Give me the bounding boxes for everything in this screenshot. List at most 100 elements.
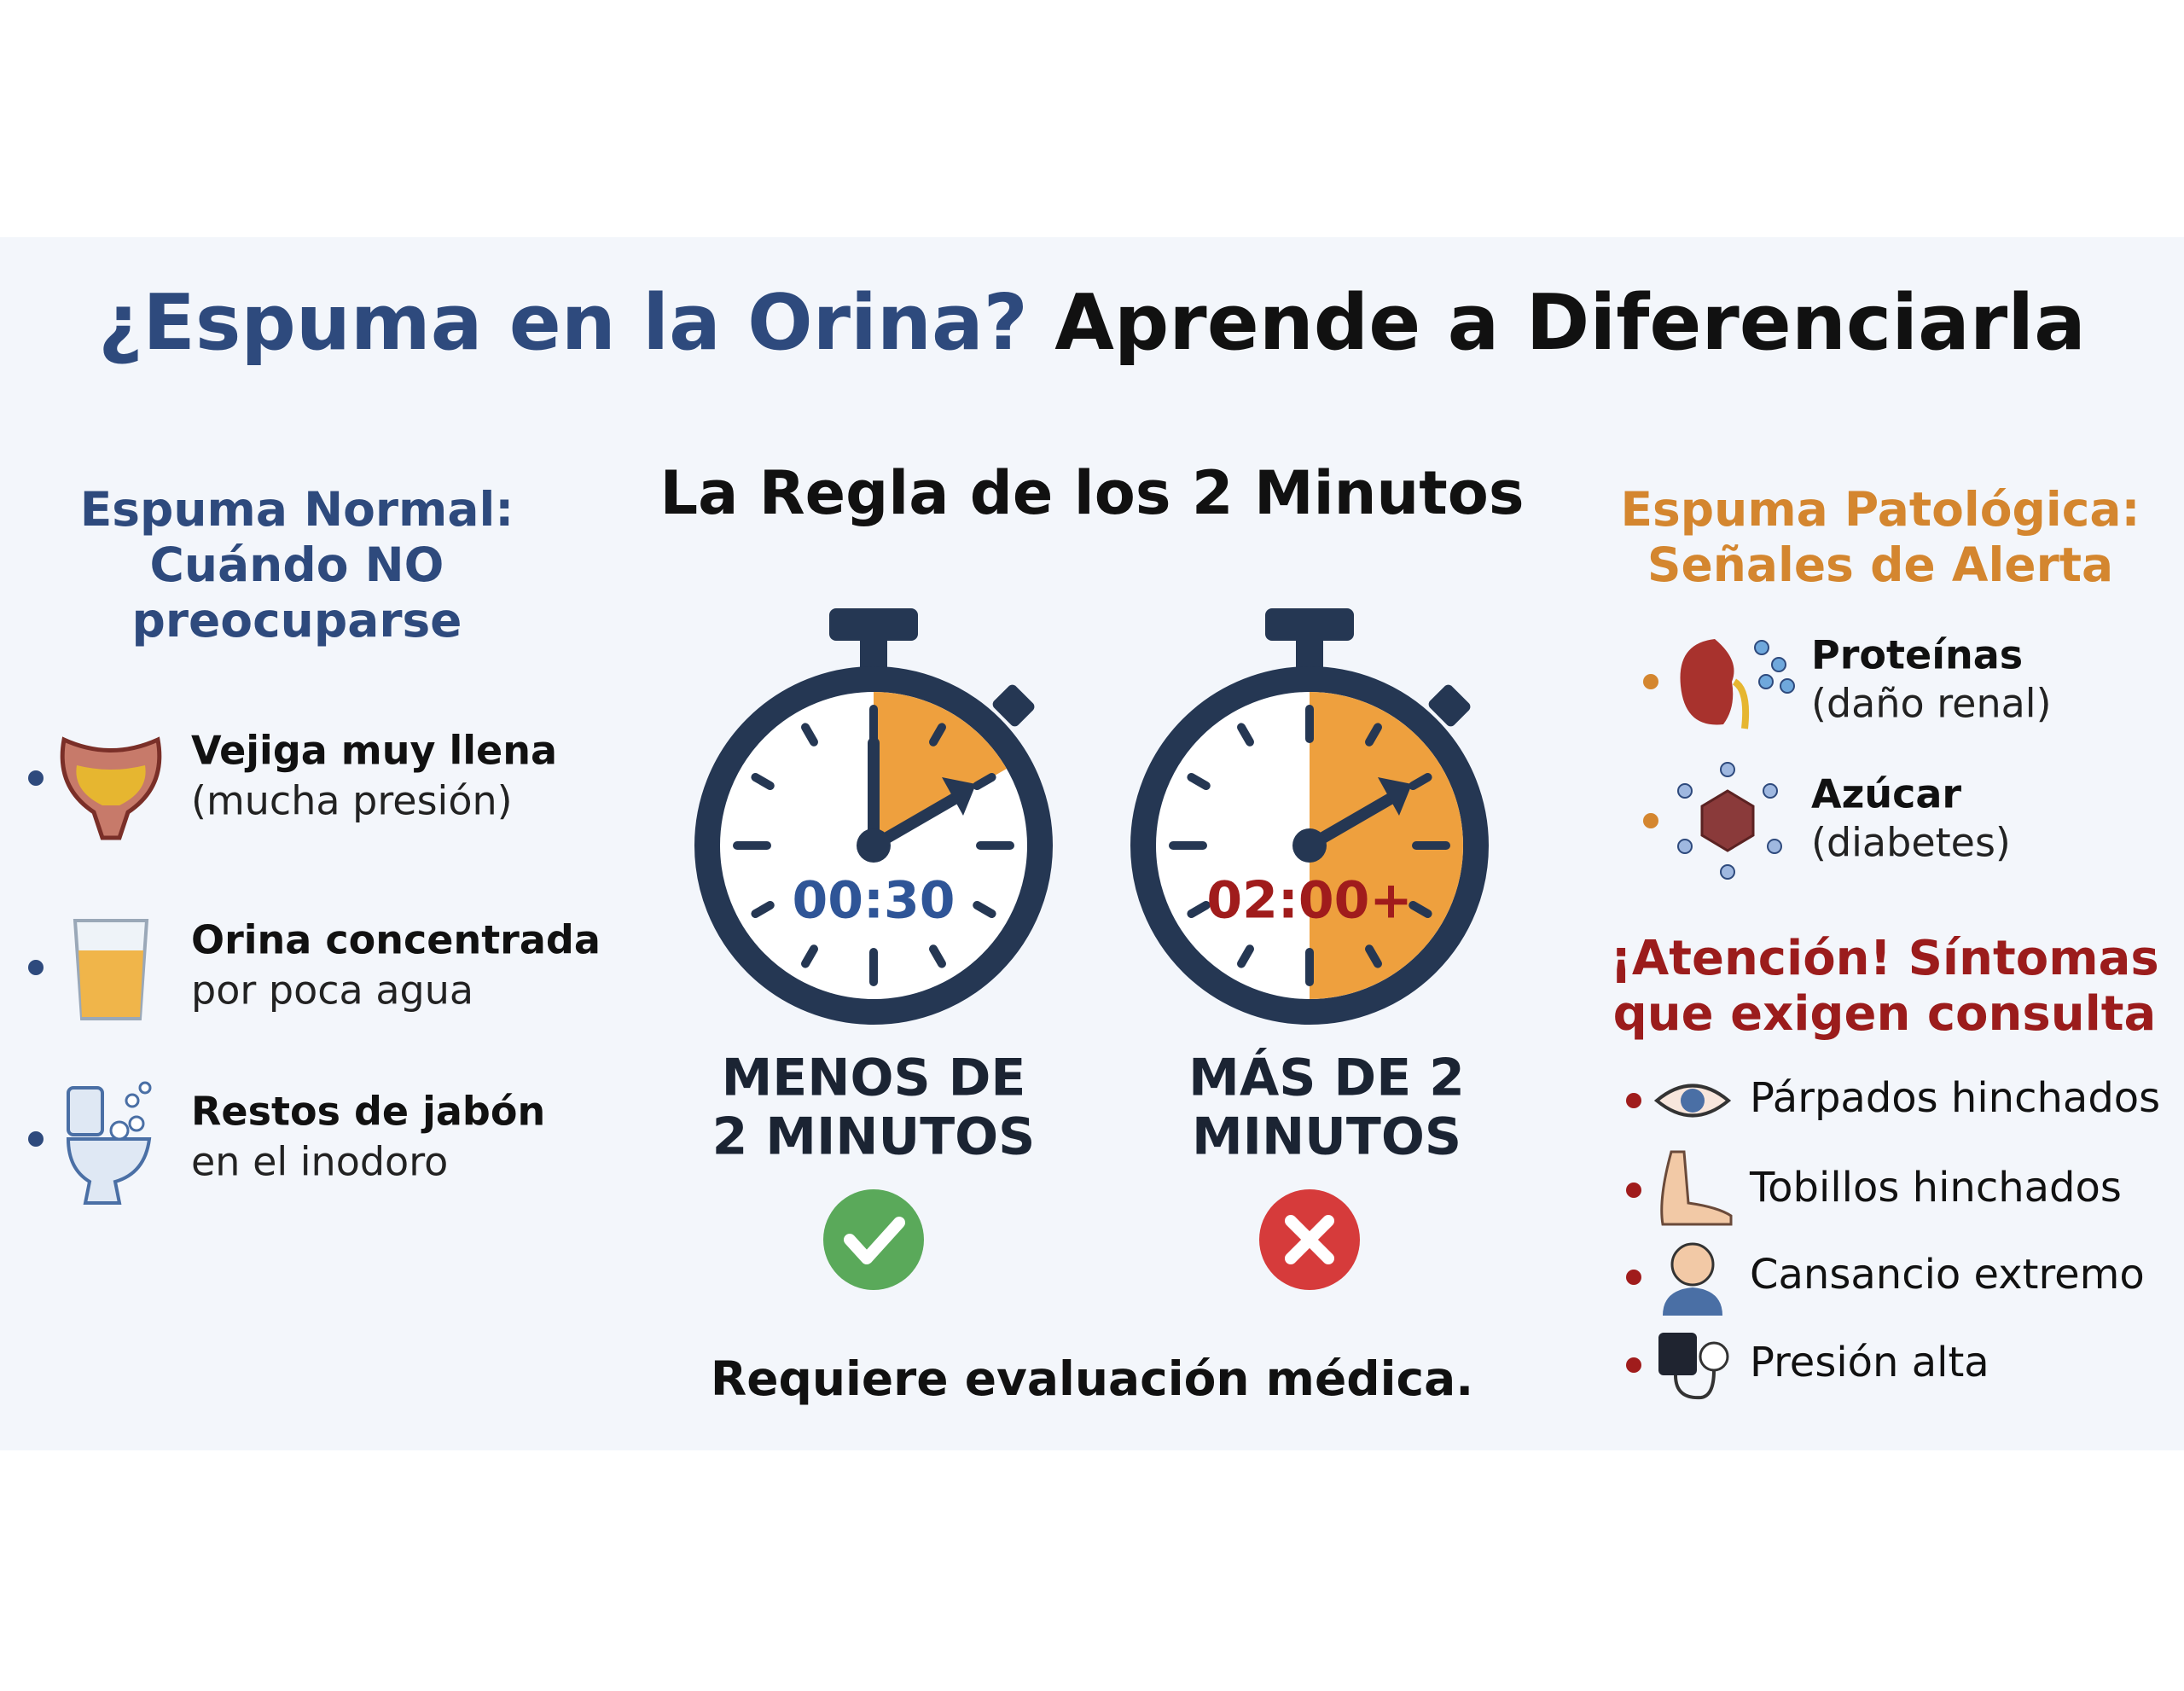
alert-heading: ¡Atención! Síntomas [1610,931,2158,986]
dial-tick [751,773,775,790]
hub [1292,828,1327,863]
symptom-text: Tobillos hinchados [1749,1164,2122,1212]
bullet [28,960,44,975]
status-mark [844,1217,905,1264]
molecule-node [1754,640,1769,655]
dial-tick [751,901,775,918]
dial-tick [973,901,996,918]
item-icon [1677,762,1782,880]
item-title: Orina concentrada [191,917,601,963]
side-button [992,684,1035,727]
monitor [1658,1333,1697,1375]
item-text: (diabetes) [1811,820,2011,866]
dial-tick [1365,723,1382,747]
left-heading: Cuándo NO [150,538,444,592]
title: ¿Espuma en la Orina? Aprende a Diferenci… [98,278,2086,368]
bullet [1626,1270,1641,1285]
check-icon [823,1189,924,1290]
iris [1681,1089,1705,1113]
dial-tick [1409,901,1432,918]
left-heading: Espuma Normal: [80,482,514,537]
cross-icon [1259,1189,1360,1290]
dial-tick [1237,944,1254,968]
ureter [1732,678,1750,729]
hexagon [1700,789,1755,852]
item-icon [66,1081,152,1205]
bullet [1626,1093,1641,1108]
right-heading: Espuma Patológica: [1620,482,2140,537]
item-icon [1680,639,1795,729]
hand-tip [942,777,976,816]
center-heading: La Regla de los 2 Minutos [660,458,1525,528]
title-question: ¿Espuma en la Orina? [98,278,1028,368]
item-title: Vejiga muy llena [191,728,557,774]
dial-tick [1365,944,1382,968]
timer-time: 02:00+ [1206,871,1412,931]
stopwatch [694,608,1053,1025]
item-title: Azúcar [1811,771,1961,817]
item-text: en el inodoro [191,1139,448,1185]
item-text: por poca agua [191,968,473,1014]
dial-tick [929,723,946,747]
juice [78,950,143,1017]
item-text: (daño renal) [1811,681,2052,727]
bubble [125,1093,140,1108]
symptom-icon [1663,1242,1722,1316]
gauge [1699,1341,1729,1372]
dial-tick [929,944,946,968]
bullet [1643,813,1658,828]
timer-label: MINUTOS [1192,1107,1461,1167]
hand-tip [1378,777,1412,816]
right-heading: Señales de Alerta [1647,538,2113,592]
molecule-node [1720,762,1735,777]
bowl [66,1137,152,1205]
elapsed-sector [1310,692,1463,999]
kidney [1680,639,1734,725]
item-text: (mucha presión) [191,778,513,824]
bullet [1626,1183,1641,1198]
symptom-icon [1653,1084,1732,1118]
timer-time: 00:30 [793,871,956,931]
head [1670,1242,1715,1287]
left-heading: preocuparse [132,593,462,648]
stem [1296,636,1323,671]
item-title: Restos de jabón [191,1089,545,1135]
item-icon [73,919,149,1020]
symptom-text: Cansancio extremo [1750,1251,2145,1299]
symptom-icon [1658,1333,1729,1400]
item-icon [60,736,162,840]
dial-tick [801,944,818,968]
tank [67,1086,104,1136]
timer-label: 2 MINUTOS [712,1107,1036,1167]
dial-tick [1237,723,1254,747]
stem [860,636,887,671]
bullet [1643,674,1658,689]
background-band [0,237,2184,1450]
symptom-icon [1660,1150,1733,1226]
alert-heading: que exigen consulta [1613,986,2157,1042]
molecule-node [1763,783,1778,799]
dial-tick [1187,773,1211,790]
molecule-node [1767,839,1782,854]
hub [857,828,891,863]
status-circle [823,1189,924,1290]
timer-label: MÁS DE 2 [1188,1048,1465,1108]
dial-tick [1187,901,1211,918]
bullet [1626,1357,1641,1373]
dial-tick [973,773,996,790]
center-note: Requiere evaluación médica. [711,1351,1473,1406]
bullet [28,770,44,786]
stopwatch [1130,608,1489,1025]
bullet [28,1131,44,1147]
item-title: Proteínas [1811,632,2023,678]
molecule-node [1677,839,1693,854]
status-mark [1285,1215,1334,1264]
tube [1674,1369,1716,1400]
molecule-node [1771,657,1786,672]
bubble [138,1081,152,1095]
body [1663,1287,1722,1316]
molecule-node [1677,783,1693,799]
symptom-text: Presión alta [1750,1339,1989,1386]
urine [76,765,146,805]
symptom-text: Párpados hinchados [1750,1074,2160,1122]
